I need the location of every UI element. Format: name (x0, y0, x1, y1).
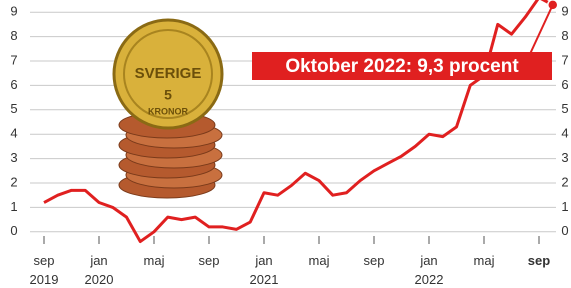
y-tick-label: 1 (10, 199, 17, 214)
x-tick-label: maj (309, 253, 330, 268)
y-tick-label: 0 (561, 223, 568, 238)
y-tick-label: 7 (10, 52, 17, 67)
x-tick-label: maj (474, 253, 495, 268)
y-tick-label: 3 (561, 150, 568, 165)
y-tick-label: 9 (561, 4, 568, 19)
x-tick-label: sep (199, 253, 220, 268)
y-tick-label: 8 (10, 28, 17, 43)
coin-image: SVERIGE 5 KRONOR (114, 20, 222, 198)
y-tick-label: 4 (10, 126, 17, 141)
y-tick-label: 1 (561, 199, 568, 214)
y-tick-label: 4 (561, 126, 568, 141)
y-tick-label: 6 (10, 77, 17, 92)
annotation: Oktober 2022: 9,3 procent (285, 56, 519, 77)
coin-text: SVERIGE (135, 65, 202, 82)
y-tick-label: 5 (10, 101, 17, 116)
y-tick-label: 9 (10, 4, 17, 19)
y-tick-label: 2 (10, 174, 17, 189)
y-tick-label: 5 (561, 101, 568, 116)
coin-text: 5 (164, 87, 172, 103)
y-tick-label: 6 (561, 77, 568, 92)
coin-text: KRONOR (148, 106, 188, 116)
x-tick-label: maj (144, 253, 165, 268)
chart: 0 0 1 1 2 2 3 3 4 4 5 5 6 6 7 7 8 8 9 9 SVERIGE 5 KRONOR sep201… (0, 0, 571, 288)
x-tick-label: sep (364, 253, 385, 268)
y-tick-label: 2 (561, 174, 568, 189)
y-tick-label: 3 (10, 150, 17, 165)
x-tick-label: sep (528, 253, 550, 268)
y-tick-label: 0 (10, 223, 17, 238)
y-tick-label: 7 (561, 52, 568, 67)
y-tick-label: 8 (561, 28, 568, 43)
